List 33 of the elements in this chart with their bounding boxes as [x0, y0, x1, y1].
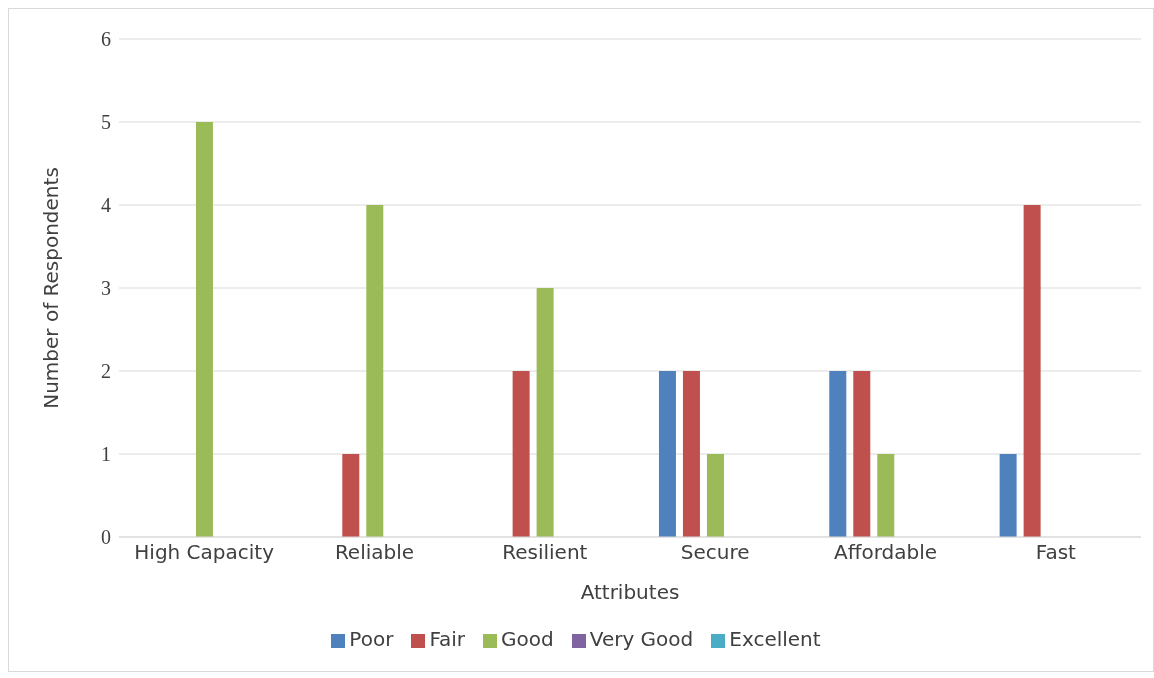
bar	[999, 454, 1017, 537]
bar	[853, 371, 871, 537]
x-axis-title: Attributes	[580, 580, 680, 604]
bar	[829, 371, 847, 537]
bar	[195, 122, 213, 537]
y-axis-title: Number of Respondents	[39, 167, 64, 409]
x-tick-label: Fast	[1035, 540, 1077, 565]
bar	[1023, 205, 1041, 537]
legend-label: Poor	[349, 627, 394, 651]
y-tick-label: 3	[101, 277, 111, 300]
x-tick-label: Affordable	[833, 540, 938, 565]
bar	[366, 205, 384, 537]
y-tick-label: 4	[101, 194, 111, 217]
y-tick-label: 5	[101, 111, 111, 134]
bar	[706, 454, 724, 537]
y-tick-label: 6	[101, 28, 111, 51]
y-tick-label: 1	[101, 443, 111, 466]
bar	[877, 454, 895, 537]
legend-label: Good	[501, 627, 554, 651]
x-tick-label: Reliable	[334, 540, 415, 565]
x-tick-label: High Capacity	[134, 540, 275, 565]
x-tick-label: Resilient	[502, 540, 588, 565]
bar	[536, 288, 554, 537]
bar	[658, 371, 676, 537]
legend-label: Very Good	[589, 627, 694, 651]
bar	[682, 371, 700, 537]
y-tick-label: 2	[101, 360, 111, 383]
y-tick-label: 0	[101, 526, 111, 549]
legend-label: Fair	[429, 627, 466, 651]
bar	[342, 454, 360, 537]
x-tick-label: Secure	[680, 540, 750, 565]
bar	[512, 371, 530, 537]
legend-label: Excellent	[729, 627, 821, 651]
